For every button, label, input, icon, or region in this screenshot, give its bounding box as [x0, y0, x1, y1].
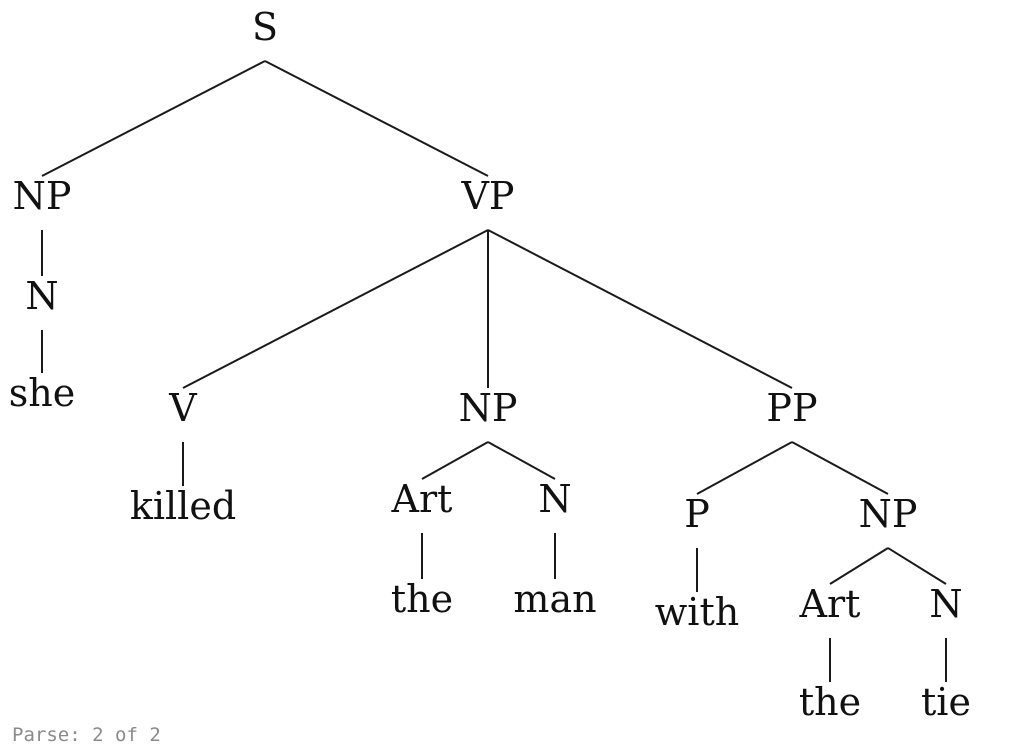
tree-node-v: V: [168, 386, 197, 430]
tree-node-np: NP: [859, 492, 918, 536]
tree-node-np: NP: [459, 386, 518, 430]
parse-of: of: [115, 724, 138, 746]
tree-node-pp: PP: [766, 386, 817, 430]
tree-edge: [264, 60, 489, 177]
tree-edges: [41, 60, 947, 682]
tree-word-the: the: [799, 680, 861, 724]
tree-edge: [696, 441, 793, 495]
parse-current: 2: [92, 724, 104, 746]
tree-edge: [487, 441, 556, 480]
tree-node-art: Art: [799, 582, 861, 626]
tree-word-tie: tie: [921, 680, 971, 724]
tree-node-s: S: [252, 5, 278, 49]
tree-word-killed: killed: [130, 484, 236, 528]
tree-edge: [41, 60, 266, 177]
tree-node-n: N: [25, 274, 58, 318]
tree-node-art: Art: [391, 477, 453, 521]
tree-node-n: N: [538, 477, 571, 521]
tree-node-vp: VP: [460, 174, 514, 218]
tree-edge: [791, 441, 889, 495]
tree-word-the: the: [391, 577, 453, 621]
tree-edge: [887, 547, 947, 585]
tree-edge: [487, 229, 793, 389]
tree-node-p: P: [684, 492, 710, 536]
tree-word-man: man: [513, 577, 596, 621]
tree-nodes: SNPNsheVPVkilledNPArttheNmanPPPwithNPArt…: [9, 5, 971, 724]
parse-label: Parse:: [12, 724, 81, 746]
tree-word-she: she: [9, 371, 75, 415]
parse-counter: Parse: 2 of 2: [12, 726, 161, 745]
tree-node-np: NP: [13, 174, 72, 218]
tree-edge: [829, 547, 889, 585]
tree-node-n: N: [929, 582, 962, 626]
tree-word-with: with: [655, 590, 739, 634]
tree-edge: [421, 441, 489, 480]
tree-edge: [182, 229, 489, 389]
parse-total: 2: [149, 724, 161, 746]
